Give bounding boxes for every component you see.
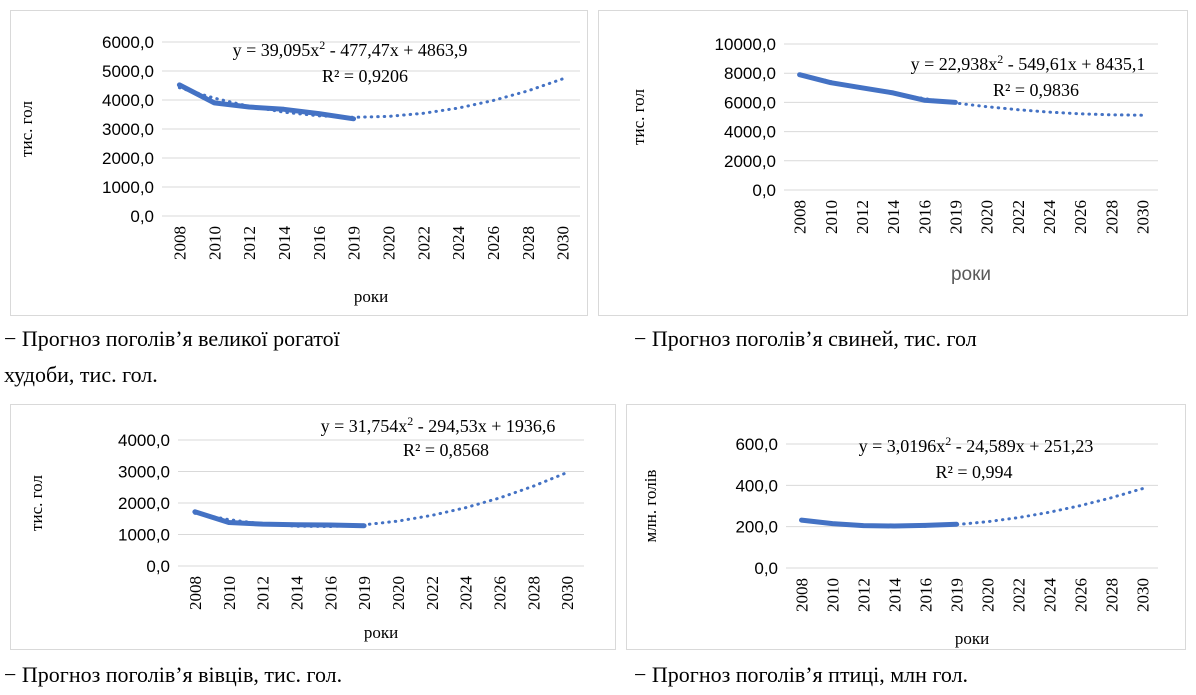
cattle-chart-caption-line-2: худоби, тис. гол. (4, 358, 158, 392)
x-tick-label: 2008 (791, 200, 810, 234)
y-tick-label: 400,0 (735, 476, 778, 495)
x-tick-label: 2019 (946, 200, 965, 234)
y-axis-title: млн. голів (641, 470, 660, 543)
x-tick-label: 2026 (484, 226, 503, 260)
x-tick-label: 2016 (321, 576, 340, 610)
x-tick-label: 2026 (490, 576, 509, 610)
x-tick-label: 2022 (414, 226, 433, 260)
pigs-forecast-chart: 0,0 2000,0 4000,0 6000,0 8000,0 10000,0 2008 20… (598, 10, 1188, 316)
x-tick-label: 2022 (1009, 200, 1028, 234)
x-tick-label: 2028 (524, 576, 543, 610)
x-tick-label: 2028 (1102, 200, 1121, 234)
r-squared-label: R² = 0,994 (935, 462, 1012, 482)
x-tick-label: 2022 (423, 576, 442, 610)
x-tick-label: 2012 (240, 226, 259, 260)
cattle-chart-caption-line-1: − Прогноз поголів’я великої рогатої (4, 322, 340, 356)
y-tick-label: 0,0 (130, 207, 154, 226)
y-tick-label: 0,0 (754, 559, 778, 578)
x-tick-label: 2014 (287, 576, 306, 611)
x-tick-label: 2016 (917, 578, 936, 612)
trendline-equation: y = 3,0196x2 - 24,589x + 251,23 (859, 434, 1094, 456)
y-tick-label: 10000,0 (715, 35, 776, 54)
x-tick-label: 2030 (554, 226, 573, 260)
x-axis-title: роки (364, 623, 398, 642)
x-tick-label: 2012 (853, 200, 872, 234)
x-tick-label: 2010 (220, 576, 239, 610)
y-tick-label: 1000,0 (102, 178, 154, 197)
poultry-chart-caption: − Прогноз поголів’я птиці, млн гол. (634, 658, 968, 692)
y-tick-label: 200,0 (735, 518, 778, 537)
x-tick-label: 2010 (205, 226, 224, 260)
x-axis-title: роки (955, 629, 989, 648)
y-tick-label: 3000,0 (118, 463, 170, 482)
x-tick-label: 2014 (886, 578, 905, 613)
x-tick-label: 2024 (449, 226, 468, 261)
y-tick-label: 4000,0 (102, 91, 154, 110)
x-tick-label: 2020 (978, 200, 997, 234)
x-tick-label: 2020 (379, 226, 398, 260)
y-tick-label: 4000,0 (724, 123, 776, 142)
x-tick-label: 2022 (1010, 578, 1029, 612)
y-axis-title: тис. гол (27, 475, 46, 531)
trendline-equation: y = 22,938x2 - 549,61x + 8435,1 (911, 52, 1146, 74)
x-tick-label: 2008 (186, 576, 205, 610)
y-axis-title: тис. гол (17, 101, 36, 157)
chart-svg-1: 0,0 2000,0 4000,0 6000,0 8000,0 10000,0 2008 20… (598, 10, 1188, 316)
y-tick-label: 2000,0 (102, 149, 154, 168)
y-tick-label: 0,0 (146, 557, 170, 576)
x-tick-label: 2010 (824, 578, 843, 612)
y-tick-label: 6000,0 (102, 33, 154, 52)
x-tick-label: 2028 (519, 226, 538, 260)
cattle-forecast-chart: 0,0 1000,0 2000,0 3000,0 4000,0 5000,0 6000,0 2… (10, 10, 588, 316)
y-tick-label: 4000,0 (118, 431, 170, 450)
x-tick-label: 2012 (254, 576, 273, 610)
x-tick-label: 2026 (1071, 200, 1090, 234)
chart-svg-0: 0,0 1000,0 2000,0 3000,0 4000,0 5000,0 6000,0 2… (10, 10, 588, 316)
y-tick-label: 5000,0 (102, 62, 154, 81)
x-tick-label: 2012 (855, 578, 874, 612)
r-squared-label: R² = 0,8568 (403, 440, 489, 460)
x-tick-label: 2030 (1133, 200, 1152, 234)
x-tick-label: 2030 (1134, 578, 1153, 612)
chart-svg-2: 0,0 1000,0 2000,0 3000,0 4000,0 2008 2010 2012 2… (10, 404, 616, 650)
x-tick-label: 2008 (170, 226, 189, 260)
y-tick-label: 3000,0 (102, 120, 154, 139)
y-tick-label: 0,0 (752, 181, 776, 200)
y-tick-label: 6000,0 (724, 93, 776, 112)
x-tick-label: 2014 (884, 200, 903, 235)
y-tick-label: 1000,0 (118, 526, 170, 545)
poultry-forecast-chart: 0,0 200,0 400,0 600,0 2008 2010 2012 2014 2016 20… (626, 404, 1186, 650)
x-axis-title: роки (354, 287, 388, 306)
x-tick-label: 2024 (457, 576, 476, 611)
x-tick-label: 2024 (1040, 200, 1059, 235)
x-tick-label: 2019 (345, 226, 364, 260)
x-axis-title: роки (951, 264, 991, 285)
sheep-forecast-chart: 0,0 1000,0 2000,0 3000,0 4000,0 2008 2010 2012 2… (10, 404, 616, 650)
x-tick-label: 2008 (793, 578, 812, 612)
x-tick-label: 2019 (948, 578, 967, 612)
chart-svg-3: 0,0 200,0 400,0 600,0 2008 2010 2012 2014 2016 20… (626, 404, 1186, 650)
x-tick-label: 2030 (558, 576, 577, 610)
x-tick-label: 2016 (915, 200, 934, 234)
x-tick-label: 2014 (275, 226, 294, 261)
pigs-chart-caption: − Прогноз поголів’я свиней, тис. гол (634, 322, 977, 356)
x-tick-label: 2028 (1103, 578, 1122, 612)
y-tick-label: 8000,0 (724, 64, 776, 83)
x-tick-label: 2010 (822, 200, 841, 234)
x-tick-label: 2024 (1041, 578, 1060, 613)
x-tick-label: 2020 (979, 578, 998, 612)
y-axis-title: тис. гол (629, 89, 648, 145)
y-tick-label: 600,0 (735, 435, 778, 454)
x-tick-label: 2019 (355, 576, 374, 610)
trendline-equation: y = 31,754x2 - 294,53x + 1936,6 (321, 414, 556, 436)
r-squared-label: R² = 0,9836 (993, 80, 1079, 100)
sheep-chart-caption: − Прогноз поголів’я вівців, тис. гол. (4, 658, 342, 692)
y-tick-label: 2000,0 (118, 494, 170, 513)
x-tick-label: 2020 (389, 576, 408, 610)
y-tick-label: 2000,0 (724, 152, 776, 171)
r-squared-label: R² = 0,9206 (322, 66, 408, 86)
trendline-equation: y = 39,095x2 - 477,47x + 4863,9 (233, 38, 468, 60)
x-tick-label: 2016 (310, 226, 329, 260)
x-tick-label: 2026 (1072, 578, 1091, 612)
